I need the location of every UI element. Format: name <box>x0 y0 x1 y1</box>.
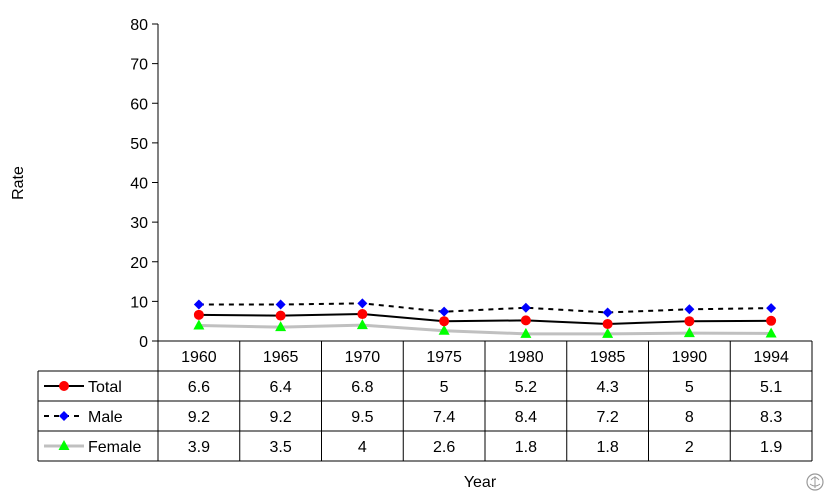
data-label: 9.5 <box>351 409 373 426</box>
data-label: 8.3 <box>760 409 782 426</box>
y-tick-label: 40 <box>130 176 148 193</box>
legend-label: Female <box>88 439 141 456</box>
x-tick-label: 1970 <box>345 349 381 366</box>
x-tick-label: 1975 <box>426 349 462 366</box>
data-point <box>59 381 69 391</box>
data-label: 7.4 <box>433 409 455 426</box>
data-table: 1960 1965 1970 1975 1980 1985 1990 1994 Total 6.6… <box>38 341 812 461</box>
y-tick-label: 20 <box>130 255 148 272</box>
data-label: 4 <box>358 439 367 456</box>
y-tick-label: 70 <box>130 57 148 74</box>
data-label: 5 <box>440 379 449 396</box>
y-axis-title: Rate <box>10 166 27 200</box>
data-point <box>276 311 286 321</box>
data-point <box>521 315 531 325</box>
data-point <box>439 307 449 317</box>
data-label: 9.2 <box>188 409 210 426</box>
data-point <box>603 319 613 329</box>
legend-label: Male <box>88 409 123 426</box>
data-label: 1.9 <box>760 439 782 456</box>
x-axis-title: Year <box>464 474 497 491</box>
data-label: 3.9 <box>188 439 210 456</box>
x-tick-label: 1990 <box>672 349 708 366</box>
x-tick-label: 1965 <box>263 349 299 366</box>
data-point <box>194 300 204 310</box>
data-point <box>194 310 204 320</box>
x-tick-label: 1994 <box>753 349 789 366</box>
data-label: 6.6 <box>188 379 210 396</box>
data-label: 8.4 <box>515 409 537 426</box>
data-point <box>684 304 694 314</box>
data-point <box>276 300 286 310</box>
data-point <box>603 307 613 317</box>
y-tick-label: 0 <box>139 334 148 351</box>
y-tick-label: 30 <box>130 215 148 232</box>
legend-entry-female: Female <box>44 439 141 456</box>
y-tick-label: 80 <box>130 17 148 34</box>
data-point <box>521 303 531 313</box>
data-label: 1.8 <box>515 439 537 456</box>
data-point <box>357 298 367 308</box>
logo-icon <box>807 474 823 490</box>
x-tick-label: 1960 <box>181 349 217 366</box>
data-label: 2.6 <box>433 439 455 456</box>
legend-entry-total: Total <box>44 379 122 396</box>
data-label: 2 <box>685 439 694 456</box>
data-label: 4.3 <box>597 379 619 396</box>
data-label: 5.2 <box>515 379 537 396</box>
data-label: 8 <box>685 409 694 426</box>
y-axis: 0 10 20 30 40 50 60 70 80 <box>130 17 158 351</box>
data-point <box>59 411 69 421</box>
data-label: 6.4 <box>270 379 292 396</box>
data-label: 3.5 <box>270 439 292 456</box>
legend-label: Total <box>88 379 122 396</box>
data-label: 7.2 <box>597 409 619 426</box>
data-label: 5 <box>685 379 694 396</box>
x-tick-label: 1985 <box>590 349 626 366</box>
data-point <box>684 316 694 326</box>
data-point <box>766 316 776 326</box>
data-point <box>766 303 776 313</box>
plot-area <box>193 298 776 338</box>
legend-entry-male: Male <box>44 409 123 426</box>
data-label: 6.8 <box>351 379 373 396</box>
y-tick-label: 50 <box>130 136 148 153</box>
data-point <box>357 309 367 319</box>
data-point <box>439 316 449 326</box>
y-tick-label: 10 <box>130 294 148 311</box>
y-tick-label: 60 <box>130 96 148 113</box>
data-label: 5.1 <box>760 379 782 396</box>
x-tick-label: 1980 <box>508 349 544 366</box>
data-label: 9.2 <box>270 409 292 426</box>
data-label: 1.8 <box>597 439 619 456</box>
